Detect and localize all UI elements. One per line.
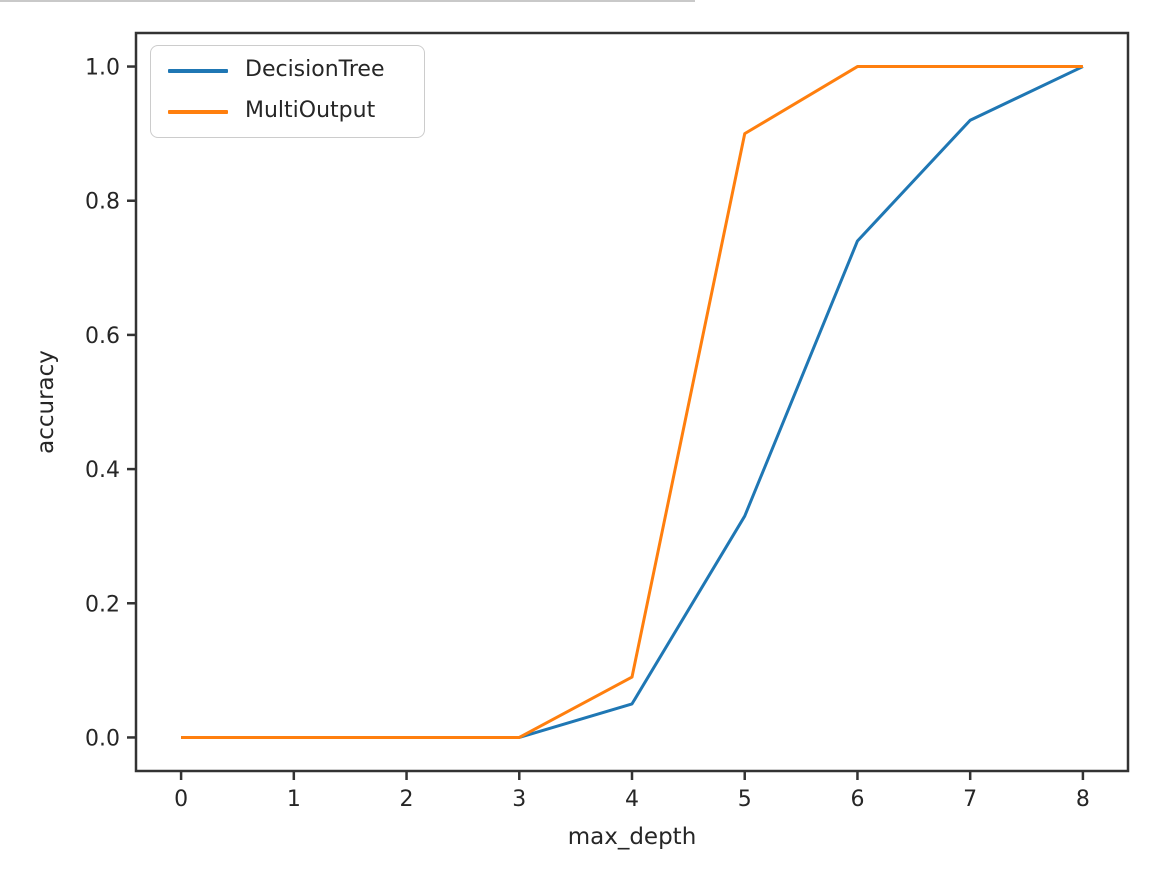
x-tick-label: 5 (738, 787, 752, 812)
y-tick-label: 0.2 (85, 592, 120, 617)
x-tick-label: 0 (174, 787, 188, 812)
x-axis: 0 1 2 3 4 5 6 7 8 (174, 771, 1090, 812)
plot-spines (134, 31, 1130, 773)
legend-label: MultiOutput (245, 98, 376, 123)
y-tick-label: 0.6 (85, 324, 120, 349)
legend-label: DecisionTree (245, 57, 385, 82)
x-tick-label: 2 (400, 787, 414, 812)
x-axis-label: max_depth (567, 824, 697, 850)
legend-line-icon-multioutput (168, 110, 228, 114)
x-tick-label: 6 (850, 787, 864, 812)
top-divider (0, 0, 695, 2)
y-axis: 0.0 0.2 0.4 0.6 0.8 1.0 (85, 56, 136, 751)
y-tick-label: 0.0 (85, 726, 120, 751)
x-tick-label: 4 (625, 787, 639, 812)
x-tick-label: 8 (1076, 787, 1090, 812)
y-tick-label: 0.4 (85, 458, 120, 483)
legend-item-decisiontree: DecisionTree (168, 55, 424, 87)
legend-line-icon-decisiontree (168, 69, 228, 73)
legend: DecisionTree MultiOutput (150, 45, 425, 138)
series-line-decisiontree (181, 65, 1084, 739)
series-line-multioutput (181, 65, 1083, 739)
y-axis-label: accuracy (33, 350, 59, 454)
x-tick-label: 3 (512, 787, 526, 812)
x-tick-label: 1 (287, 787, 301, 812)
y-tick-label: 0.8 (85, 190, 120, 215)
y-tick-label: 1.0 (85, 56, 120, 81)
legend-item-multioutput: MultiOutput (168, 96, 424, 128)
x-tick-label: 7 (963, 787, 977, 812)
